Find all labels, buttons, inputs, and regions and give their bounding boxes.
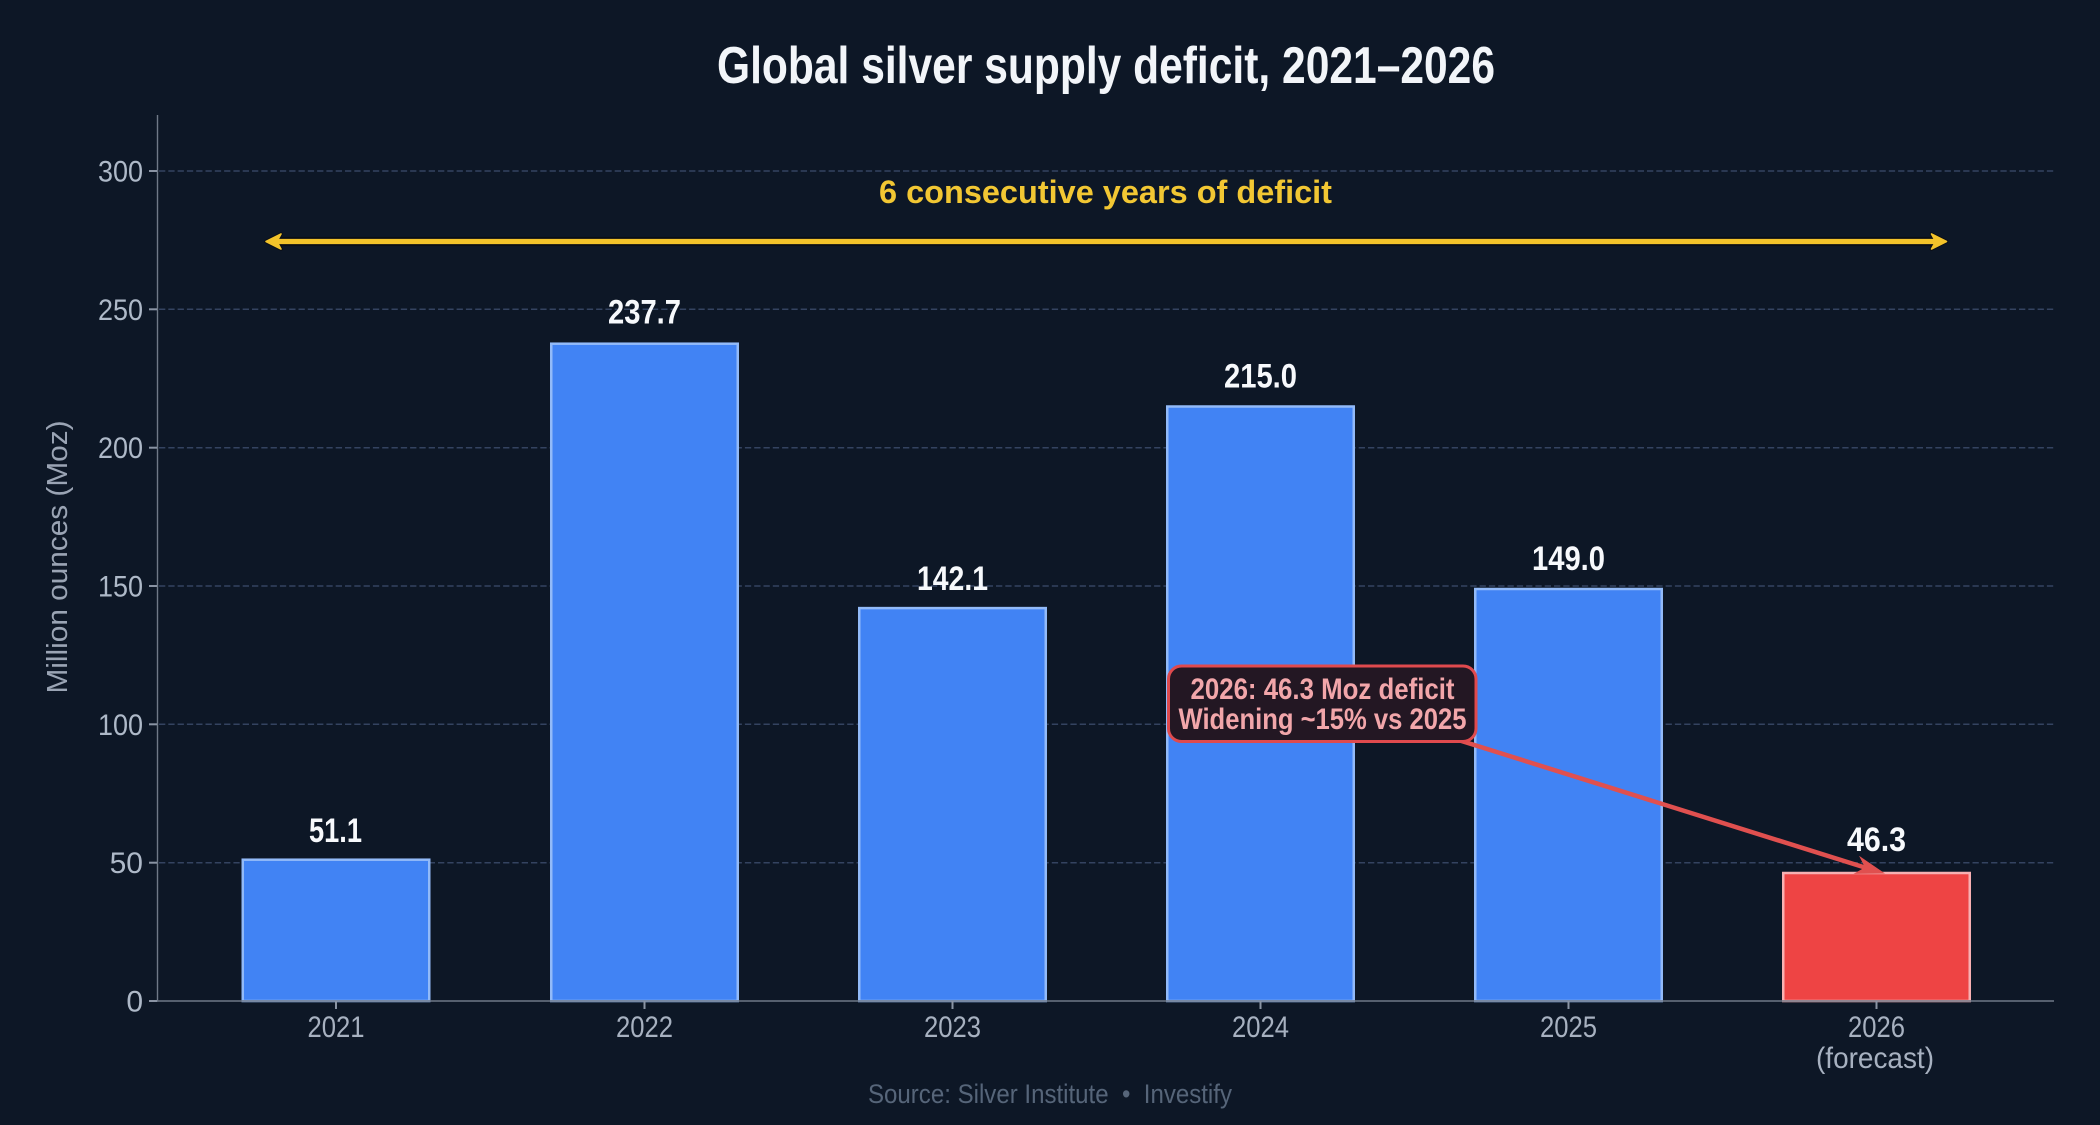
svg-text:6 consecutive years of deficit: 6 consecutive years of deficit <box>879 174 1332 210</box>
svg-text:215.0: 215.0 <box>1224 358 1297 396</box>
svg-text:2026: 2026 <box>1848 1011 1905 1044</box>
svg-text:(forecast): (forecast) <box>1816 1042 1934 1075</box>
svg-text:250: 250 <box>98 294 143 327</box>
svg-text:300: 300 <box>98 156 143 189</box>
svg-text:142.1: 142.1 <box>917 560 988 598</box>
svg-text:2021: 2021 <box>308 1011 365 1044</box>
svg-text:50: 50 <box>110 847 143 880</box>
svg-text:2022: 2022 <box>616 1011 673 1044</box>
svg-text:2023: 2023 <box>924 1011 981 1044</box>
svg-text:Source: Silver Institute • I: Source: Silver Institute • Investify <box>868 1079 1232 1109</box>
svg-text:Widening ~15% vs 2025: Widening ~15% vs 2025 <box>1179 703 1467 736</box>
svg-text:0: 0 <box>126 986 143 1019</box>
svg-text:237.7: 237.7 <box>608 294 681 332</box>
svg-text:46.3: 46.3 <box>1847 821 1906 859</box>
svg-text:150: 150 <box>98 571 143 604</box>
svg-text:2025: 2025 <box>1540 1011 1597 1044</box>
svg-text:2026: 46.3 Moz deficit: 2026: 46.3 Moz deficit <box>1191 673 1455 706</box>
svg-text:200: 200 <box>98 432 143 465</box>
svg-text:100: 100 <box>98 709 143 742</box>
svg-text:2024: 2024 <box>1232 1011 1289 1044</box>
svg-text:Million ounces (Moz): Million ounces (Moz) <box>42 421 74 694</box>
svg-text:149.0: 149.0 <box>1532 540 1605 578</box>
svg-text:Global silver supply deficit,: Global silver supply deficit, 2021–2026 <box>717 37 1495 95</box>
svg-text:51.1: 51.1 <box>309 812 362 850</box>
